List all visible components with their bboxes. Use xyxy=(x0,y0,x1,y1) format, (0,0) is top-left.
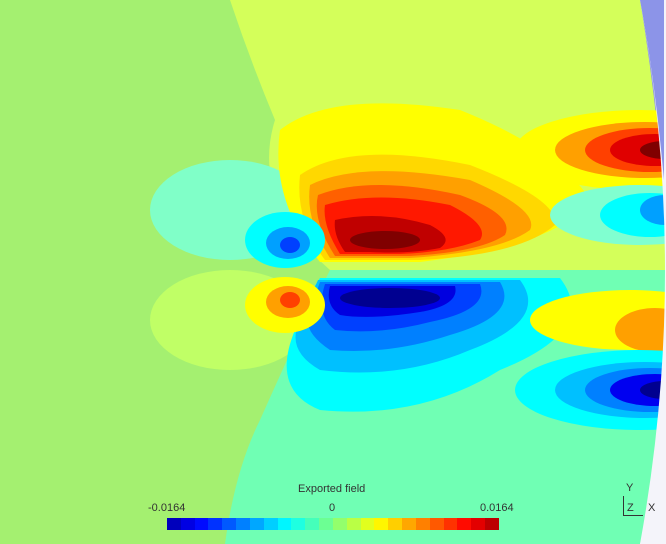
colorbar-band xyxy=(305,518,320,530)
colorbar-band xyxy=(222,518,237,530)
left-small-lobes xyxy=(245,212,325,333)
colorbar-band xyxy=(332,518,347,530)
colorbar-band xyxy=(208,518,223,530)
colorbar-band xyxy=(374,518,389,530)
colorbar xyxy=(167,518,499,530)
colorbar-min-label: -0.0164 xyxy=(148,502,186,514)
colorbar-band xyxy=(485,518,499,530)
axis-y-label: Y xyxy=(626,482,634,494)
right-lobes xyxy=(515,110,666,430)
colorbar-band xyxy=(388,518,403,530)
colorbar-band xyxy=(443,518,458,530)
colorbar-band xyxy=(194,518,209,530)
colorbar-band xyxy=(346,518,361,530)
axis-z-label: Z xyxy=(627,502,634,514)
lower-negative-lobe xyxy=(286,278,572,412)
colorbar-band xyxy=(277,518,292,530)
axis-x-line xyxy=(623,515,643,516)
colorbar-band xyxy=(180,518,195,530)
colorbar-title: Exported field xyxy=(298,483,366,495)
colorbar-band xyxy=(236,518,250,530)
colorbar-band xyxy=(402,518,416,530)
colorbar-band xyxy=(249,518,264,530)
colorbar-band xyxy=(360,518,375,530)
colorbar-band xyxy=(319,518,333,530)
colorbar-band xyxy=(263,518,278,530)
colorbar-band xyxy=(471,518,486,530)
axes-triad: Y Z X xyxy=(620,482,660,518)
colorbar-band xyxy=(429,518,444,530)
colorbar-max-label: 0.0164 xyxy=(480,502,514,514)
colorbar-band xyxy=(167,518,181,530)
axis-y-line xyxy=(623,496,624,516)
outside-domain-lavender-top xyxy=(640,0,664,180)
axis-x-label: X xyxy=(648,502,656,514)
colorbar-band xyxy=(415,518,430,530)
colorbar-band xyxy=(457,518,472,530)
colorbar-band xyxy=(291,518,306,530)
colorbar-mid-label: 0 xyxy=(329,502,336,514)
outside-domain-mask xyxy=(640,0,666,544)
upper-positive-lobe xyxy=(278,103,590,262)
